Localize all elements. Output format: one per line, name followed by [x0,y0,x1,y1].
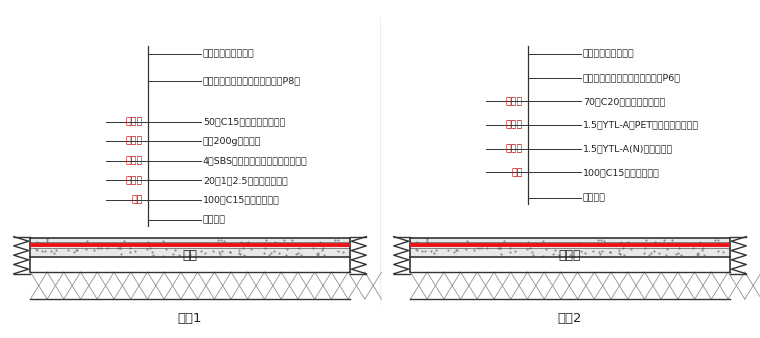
Text: 素土夯实: 素土夯实 [583,193,606,202]
Text: 防水层: 防水层 [125,156,143,165]
Text: 止水板: 止水板 [559,249,581,262]
Text: 50厚C15细石混凝土保护层: 50厚C15细石混凝土保护层 [203,117,285,126]
Text: 100厚C15素混凝土垫层: 100厚C15素混凝土垫层 [583,168,660,177]
Text: 防水层: 防水层 [505,121,523,129]
Text: 1.5厚YTL-A（PET）自粘卷材防水层: 1.5厚YTL-A（PET）自粘卷材防水层 [583,121,699,129]
Bar [30,238,350,257]
Text: 100厚C15素混凝土垫层: 100厚C15素混凝土垫层 [203,196,280,204]
Text: 抗渗钢筋混凝土底板（抗渗等级P8）: 抗渗钢筋混凝土底板（抗渗等级P8） [203,77,301,86]
Text: 素土夯实: 素土夯实 [203,215,226,224]
Text: 防水层: 防水层 [505,144,523,153]
Text: 地面（见工程做法）: 地面（见工程做法） [203,50,255,58]
Text: 70厚C20细石混凝土保护层: 70厚C20细石混凝土保护层 [583,97,665,106]
Text: 1.5厚YTL-A(N)卷材防水层: 1.5厚YTL-A(N)卷材防水层 [583,144,673,153]
Text: 隔离层: 隔离层 [125,137,143,146]
Text: 找平层: 找平层 [125,176,143,185]
Text: 做法2: 做法2 [558,312,582,325]
Text: 做法1: 做法1 [178,312,202,325]
Text: 垫层: 垫层 [131,196,143,204]
Text: 花铺200g油毡一道: 花铺200g油毡一道 [203,137,261,146]
Text: 抗渗钢筋混凝土底板（抗渗等级P6）: 抗渗钢筋混凝土底板（抗渗等级P6） [583,73,681,82]
Text: 筏板: 筏板 [182,249,198,262]
Text: 20厚1：2.5水泥砂浆找平层: 20厚1：2.5水泥砂浆找平层 [203,176,288,185]
Text: 保护层: 保护层 [505,97,523,106]
Bar [410,238,730,257]
Bar [410,272,730,299]
Bar [30,272,350,299]
Text: 保护层: 保护层 [125,117,143,126]
Text: 垫层: 垫层 [511,168,523,177]
Text: 4厚SBS改性沥青防水卷材（聚酯胎）: 4厚SBS改性沥青防水卷材（聚酯胎） [203,156,308,165]
Text: 地面（见工程做法）: 地面（见工程做法） [583,50,635,58]
